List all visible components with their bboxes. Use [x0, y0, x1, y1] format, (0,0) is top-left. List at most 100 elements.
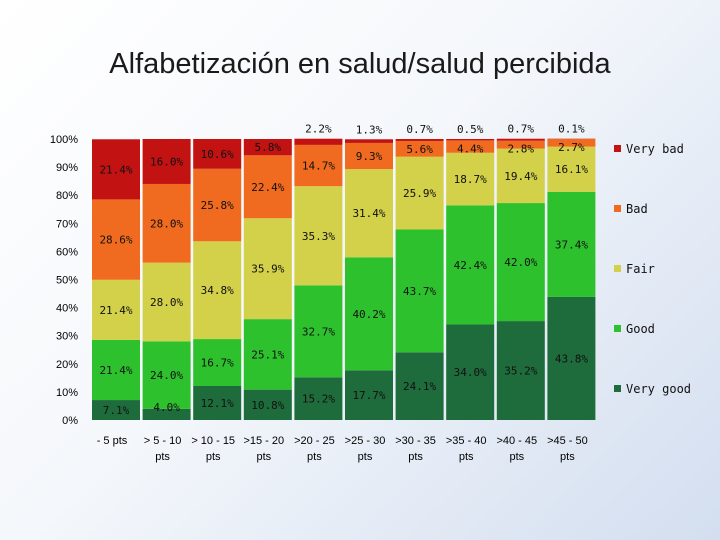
- x-category-label: pts: [307, 451, 322, 463]
- data-label-very-good: 24.1%: [403, 380, 436, 393]
- x-category-label: pts: [459, 451, 474, 463]
- data-label-bad: 14.7%: [302, 160, 335, 173]
- legend-label-very-good: Very good: [626, 382, 691, 396]
- x-category-label: - 5 pts: [97, 435, 128, 447]
- data-label-fair: 21.4%: [99, 304, 132, 317]
- bar-segment-good: [345, 257, 393, 371]
- y-tick-label: 80%: [56, 190, 78, 202]
- data-label-good: 21.4%: [99, 364, 132, 377]
- data-label-very-good: 34.0%: [454, 366, 487, 379]
- data-label-very-bad: 0.7%: [406, 123, 433, 136]
- x-category-label: pts: [256, 451, 271, 463]
- data-labels: 7.1% 21.4% 21.4% 28.6% 21.4% 4.0% 24.0% 28.0% 28…: [99, 123, 588, 417]
- data-label-fair: 25.9%: [403, 187, 436, 200]
- bar-segment-bad: [345, 142, 393, 170]
- data-label-very-bad: 21.4%: [99, 163, 132, 176]
- legend-label-good: Good: [626, 322, 655, 336]
- x-category-label: >35 - 40: [446, 435, 487, 447]
- bar-segment-bad: [142, 183, 191, 263]
- data-label-very-bad: 10.6%: [201, 148, 234, 161]
- bar-segment-fair: [142, 262, 191, 342]
- data-label-fair: 16.1%: [555, 163, 588, 176]
- legend-label-fair: Fair: [626, 262, 655, 276]
- legend-swatch-bad: [614, 205, 621, 212]
- x-category-label: pts: [509, 451, 524, 463]
- data-label-bad: 28.6%: [99, 234, 132, 247]
- data-label-very-bad: 1.3%: [356, 123, 383, 136]
- data-label-bad: 4.4%: [457, 142, 484, 155]
- data-label-very-good: 12.1%: [201, 397, 234, 410]
- y-tick-label: 100%: [50, 134, 78, 146]
- bar-segment-good: [243, 319, 292, 390]
- data-label-very-bad: 0.7%: [508, 123, 535, 136]
- data-label-good: 24.0%: [150, 369, 183, 382]
- bar-segment-bad: [193, 168, 242, 242]
- data-label-very-good: 35.2%: [504, 365, 537, 378]
- bar-segment-very-good: [446, 324, 495, 420]
- x-axis-labels: - 5 pts > 5 - 10 pts > 10 - 15 pts >15 - 20 pt…: [97, 435, 588, 463]
- data-label-bad: 9.3%: [356, 150, 383, 163]
- bar-segment-very-good: [142, 408, 191, 420]
- data-label-very-good: 4.0%: [153, 401, 180, 414]
- y-tick-label: 60%: [56, 246, 78, 258]
- bar-segment-very-bad: [193, 139, 242, 169]
- bar-segment-very-good: [294, 377, 343, 420]
- bar-segment-very-good: [92, 400, 140, 420]
- bar-segment-very-bad: [142, 139, 191, 184]
- legend-swatch-good: [614, 325, 621, 332]
- bar-segment-good: [142, 341, 191, 409]
- data-label-good: 43.7%: [403, 285, 436, 298]
- bar-segment-very-good: [193, 385, 242, 420]
- data-label-fair: 18.7%: [454, 173, 487, 186]
- bar-segment-good: [496, 203, 545, 322]
- bar-segment-good: [446, 205, 495, 325]
- y-tick-label: 70%: [56, 218, 78, 230]
- bar-segment-fair: [496, 148, 545, 204]
- y-tick-label: 40%: [56, 303, 78, 315]
- x-category-label: > 10 - 15: [191, 435, 235, 447]
- data-label-very-good: 7.1%: [103, 404, 130, 417]
- bar-segment-fair: [92, 279, 140, 340]
- data-label-fair: 35.3%: [302, 230, 335, 243]
- data-label-bad: 2.7%: [558, 141, 585, 154]
- x-category-label: >30 - 35: [395, 435, 436, 447]
- bar-segment-fair: [243, 218, 292, 320]
- x-category-label: pts: [408, 451, 423, 463]
- data-label-very-good: 43.8%: [555, 352, 588, 365]
- bar-segment-fair: [193, 241, 242, 340]
- data-label-fair: 34.8%: [201, 284, 234, 297]
- bar-segment-fair: [294, 186, 343, 286]
- bar-segment-very-good: [345, 370, 393, 420]
- x-category-label: >20 - 25: [294, 435, 335, 447]
- x-category-label: > 5 - 10: [144, 435, 182, 447]
- bar-segment-fair: [547, 146, 596, 192]
- chart-title: Alfabetización en salud/salud percibida: [109, 48, 611, 80]
- bar-segment-good: [547, 191, 596, 297]
- y-tick-label: 0%: [62, 415, 78, 427]
- legend-swatch-very-bad: [614, 145, 621, 152]
- data-label-good: 16.7%: [201, 357, 234, 370]
- legend: Very bad Bad Fair Good Very good: [614, 142, 691, 396]
- data-label-good: 40.2%: [352, 308, 385, 321]
- bar-segment-very-bad: [92, 139, 140, 200]
- x-category-label: >25 - 30: [345, 435, 386, 447]
- bar-segment-fair: [395, 156, 444, 230]
- y-tick-label: 10%: [56, 387, 78, 399]
- data-label-fair: 28.0%: [150, 296, 183, 309]
- bar-segment-very-bad: [243, 139, 292, 156]
- bar-segment-good: [92, 339, 140, 401]
- x-category-label: pts: [358, 451, 373, 463]
- data-label-very-bad: 5.8%: [255, 141, 282, 154]
- data-label-bad: 22.4%: [251, 181, 284, 194]
- bar-segment-bad: [446, 140, 495, 153]
- bar-segment-good: [294, 285, 343, 378]
- bar-segment-bad: [243, 155, 292, 219]
- data-label-good: 25.1%: [251, 348, 284, 361]
- data-label-good: 42.4%: [454, 259, 487, 272]
- y-tick-label: 30%: [56, 331, 78, 343]
- bar-segment-very-good: [547, 296, 596, 420]
- data-label-very-bad: 16.0%: [150, 155, 183, 168]
- bars: [92, 138, 596, 420]
